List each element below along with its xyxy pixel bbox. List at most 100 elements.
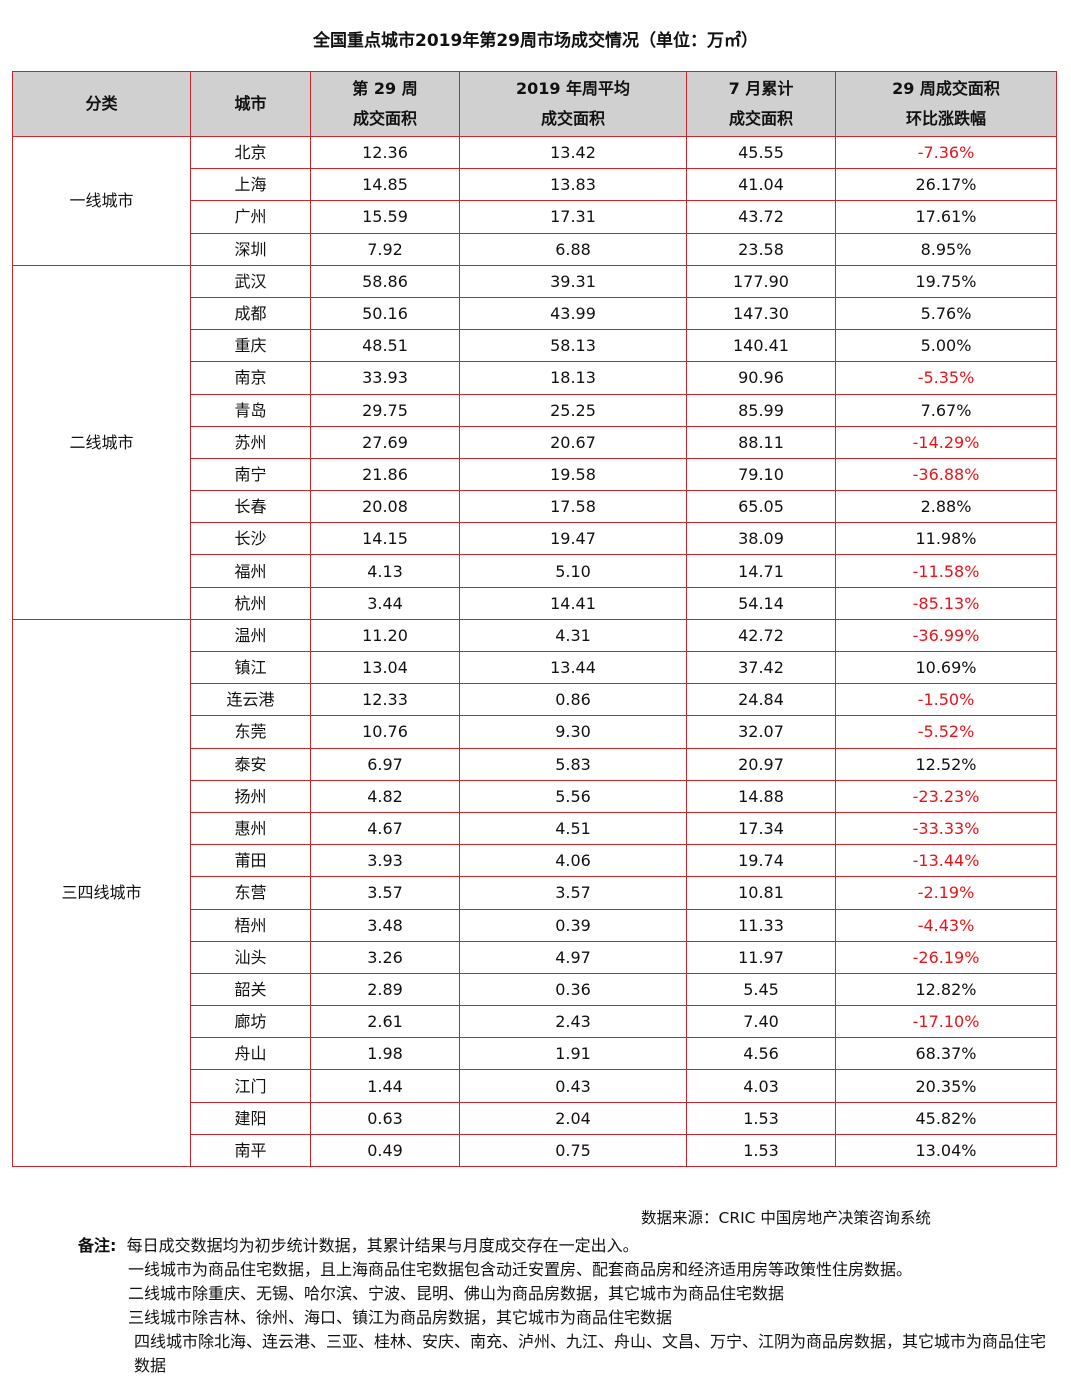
july-total-cell: 54.14: [686, 586, 836, 620]
header-avg: 2019 年周平均 成交面积: [459, 71, 687, 137]
week29-area-cell: 58.86: [310, 264, 460, 298]
table-row: 建阳 0.63 2.04 1.53 45.82%: [13, 1101, 1057, 1135]
avg-area-cell: 2.04: [459, 1101, 687, 1135]
week29-area-cell: 11.20: [310, 618, 460, 653]
avg-area-cell: 25.25: [459, 393, 687, 427]
table-row: 廊坊 2.61 2.43 7.40 -17.10%: [13, 1005, 1057, 1039]
avg-area-cell: 0.36: [459, 972, 687, 1007]
avg-area-cell: 58.13: [459, 329, 687, 363]
city-cell: 武汉: [190, 264, 311, 298]
july-total-cell: 11.97: [686, 940, 836, 974]
table-row: 南京 33.93 18.13 90.96 -5.35%: [13, 361, 1057, 395]
city-cell: 泰安: [190, 747, 311, 781]
avg-area-cell: 4.97: [459, 940, 687, 974]
city-cell: 东营: [190, 876, 311, 910]
table-row: 梧州 3.48 0.39 11.33 -4.43%: [13, 908, 1057, 942]
city-cell: 成都: [190, 296, 311, 331]
avg-area-cell: 17.58: [459, 490, 687, 524]
change-cell: -14.29%: [835, 425, 1057, 459]
city-cell: 北京: [190, 135, 311, 170]
change-cell: -5.52%: [835, 715, 1057, 749]
july-total-cell: 65.05: [686, 490, 836, 524]
avg-area-cell: 14.41: [459, 586, 687, 620]
table-row: 东莞 10.76 9.30 32.07 -5.52%: [13, 715, 1057, 749]
week29-area-cell: 12.36: [310, 135, 460, 170]
week29-area-cell: 3.26: [310, 940, 460, 974]
change-cell: 11.98%: [835, 522, 1057, 556]
july-total-cell: 90.96: [686, 361, 836, 395]
week29-area-cell: 3.44: [310, 586, 460, 620]
change-cell: 12.82%: [835, 972, 1057, 1007]
week29-area-cell: 2.89: [310, 972, 460, 1007]
week29-area-cell: 3.57: [310, 876, 460, 910]
header-avg-line2: 成交面积: [540, 109, 605, 128]
city-cell: 汕头: [190, 940, 311, 974]
july-total-cell: 177.90: [686, 264, 836, 298]
july-total-cell: 147.30: [686, 296, 836, 331]
table-body: 一线城市 北京 12.36 13.42 45.55 -7.36% 上海 14.85 13.83 4…: [12, 135, 1057, 1168]
avg-area-cell: 13.42: [459, 135, 687, 170]
july-total-cell: 140.41: [686, 329, 836, 363]
transaction-table: 分类 城市 第 29 周 成交面积 2019 年周平均 成交面积 7 月累计 成…: [12, 71, 1057, 1168]
table-row: 江门 1.44 0.43 4.03 20.35%: [13, 1069, 1057, 1103]
header-july-line1: 7 月累计: [728, 79, 794, 98]
week29-area-cell: 0.63: [310, 1101, 460, 1135]
avg-area-cell: 6.88: [459, 232, 687, 266]
city-cell: 建阳: [190, 1101, 311, 1135]
change-cell: 17.61%: [835, 200, 1057, 234]
july-total-cell: 45.55: [686, 135, 836, 170]
table-row: 一线城市 北京 12.36 13.42 45.55 -7.36%: [12, 135, 1057, 266]
july-total-cell: 17.34: [686, 811, 836, 846]
table-row: 惠州 4.67 4.51 17.34 -33.33%: [13, 811, 1057, 846]
table-row: 福州 4.13 5.10 14.71 -11.58%: [13, 554, 1057, 588]
change-cell: -23.23%: [835, 779, 1057, 813]
notes-line-1: 一线城市为商品住宅数据，且上海商品住宅数据包含动迁安置房、配套商品房和经济适用房…: [128, 1260, 913, 1279]
table-row: 汕头 3.26 4.97 11.97 -26.19%: [13, 940, 1057, 974]
avg-area-cell: 18.13: [459, 361, 687, 395]
change-cell: 12.52%: [835, 747, 1057, 781]
city-cell: 广州: [190, 200, 311, 234]
city-cell: 南宁: [190, 457, 311, 492]
change-cell: -11.58%: [835, 554, 1057, 588]
change-cell: -5.35%: [835, 361, 1057, 395]
header-week29-line2: 成交面积: [352, 109, 417, 128]
table-row: 成都 50.16 43.99 147.30 5.76%: [13, 296, 1057, 331]
notes-line-3: 三线城市除吉林、徐州、海口、镇江为商品房数据，其它城市为商品住宅数据: [128, 1308, 673, 1327]
city-cell: 深圳: [190, 232, 311, 266]
july-total-cell: 23.58: [686, 232, 836, 266]
header-avg-line1: 2019 年周平均: [515, 79, 631, 98]
avg-area-cell: 1.91: [459, 1037, 687, 1071]
week29-area-cell: 14.15: [310, 522, 460, 556]
city-cell: 上海: [190, 168, 311, 202]
table-row: 二线城市 武汉 58.86 39.31 177.90 19.75%: [12, 264, 1057, 620]
week29-area-cell: 6.97: [310, 747, 460, 781]
notes-line-0: 备注: 每日成交数据均为初步统计数据，其累计结果与月度成交存在一定出入。: [78, 1234, 639, 1258]
change-cell: 45.82%: [835, 1101, 1057, 1135]
notes-text-0: 每日成交数据均为初步统计数据，其累计结果与月度成交存在一定出入。: [126, 1236, 639, 1255]
table-row: 深圳 7.92 6.88 23.58 8.95%: [13, 232, 1057, 266]
change-cell: 19.75%: [835, 264, 1057, 298]
city-cell: 廊坊: [190, 1005, 311, 1039]
week29-area-cell: 33.93: [310, 361, 460, 395]
change-cell: -26.19%: [835, 940, 1057, 974]
july-total-cell: 1.53: [686, 1101, 836, 1135]
header-category: 分类: [12, 71, 191, 137]
change-cell: 7.67%: [835, 393, 1057, 427]
change-cell: -1.50%: [835, 683, 1057, 717]
avg-area-cell: 19.47: [459, 522, 687, 556]
avg-area-cell: 4.51: [459, 811, 687, 846]
avg-area-cell: 20.67: [459, 425, 687, 459]
city-cell: 福州: [190, 554, 311, 588]
july-total-cell: 14.71: [686, 554, 836, 588]
july-total-cell: 85.99: [686, 393, 836, 427]
week29-area-cell: 3.93: [310, 844, 460, 878]
city-cell: 重庆: [190, 329, 311, 363]
week29-area-cell: 4.13: [310, 554, 460, 588]
avg-area-cell: 0.75: [459, 1133, 687, 1168]
avg-area-cell: 5.56: [459, 779, 687, 813]
header-change-line1: 29 周成交面积: [892, 79, 1000, 98]
city-cell: 镇江: [190, 650, 311, 685]
table-row: 杭州 3.44 14.41 54.14 -85.13%: [13, 586, 1057, 620]
change-cell: -36.99%: [835, 618, 1057, 653]
change-cell: -7.36%: [835, 135, 1057, 170]
